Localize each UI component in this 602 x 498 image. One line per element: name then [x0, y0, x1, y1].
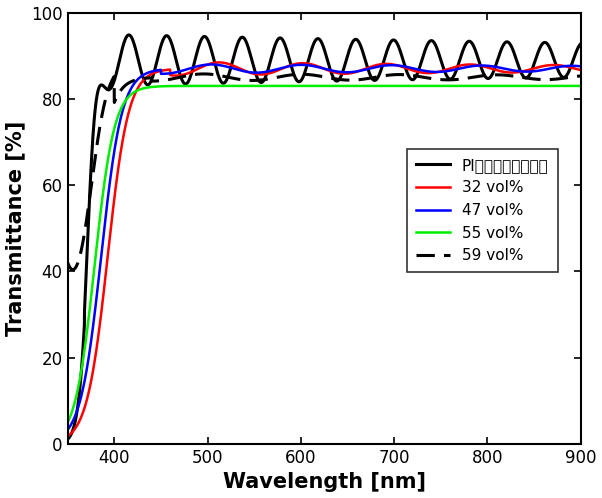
Legend: PI（ポリマー）のみ, 32 vol%, 47 vol%, 55 vol%, 59 vol%: PI（ポリマー）のみ, 32 vol%, 47 vol%, 55 vol%, 5… [407, 148, 557, 272]
PI（ポリマー）のみ [153, 59, 160, 65]
55 vol% [122, 97, 129, 103]
59 vol% [284, 73, 291, 79]
32 vol% [512, 69, 519, 75]
55 vol% [512, 83, 519, 89]
47 vol% [208, 61, 215, 67]
55 vol% [261, 83, 268, 89]
55 vol% [577, 83, 585, 89]
32 vol% [261, 71, 268, 77]
47 vol% [283, 64, 290, 70]
32 vol% [153, 69, 160, 75]
PI（ポリマー）のみ [577, 41, 585, 47]
32 vol% [567, 65, 574, 71]
47 vol% [567, 63, 574, 69]
32 vol% [64, 433, 71, 439]
32 vol% [283, 64, 290, 70]
PI（ポリマー）のみ [64, 436, 71, 442]
Line: 47 vol%: 47 vol% [67, 64, 581, 430]
55 vol% [283, 83, 290, 89]
Line: 55 vol%: 55 vol% [67, 86, 581, 423]
32 vol% [216, 59, 223, 65]
55 vol% [153, 84, 160, 90]
32 vol% [122, 120, 129, 126]
Line: 32 vol%: 32 vol% [67, 62, 581, 436]
59 vol% [153, 78, 160, 84]
47 vol% [577, 63, 585, 69]
32 vol% [577, 67, 585, 73]
55 vol% [567, 83, 574, 89]
59 vol% [69, 266, 76, 272]
PI（ポリマー）のみ [261, 76, 268, 82]
47 vol% [261, 69, 268, 75]
Line: PI（ポリマー）のみ: PI（ポリマー）のみ [67, 35, 581, 439]
Line: 59 vol%: 59 vol% [67, 74, 581, 269]
PI（ポリマー）のみ [512, 54, 519, 60]
55 vol% [452, 83, 459, 89]
55 vol% [64, 420, 71, 426]
59 vol% [123, 82, 130, 88]
PI（ポリマー）のみ [125, 32, 132, 38]
59 vol% [567, 74, 574, 80]
59 vol% [512, 73, 520, 79]
59 vol% [64, 259, 71, 265]
X-axis label: Wavelength [nm]: Wavelength [nm] [223, 473, 426, 493]
59 vol% [261, 77, 268, 83]
59 vol% [577, 73, 585, 79]
PI（ポリマー）のみ [567, 64, 574, 70]
PI（ポリマー）のみ [283, 47, 290, 53]
59 vol% [200, 71, 208, 77]
47 vol% [153, 67, 160, 73]
47 vol% [122, 97, 129, 103]
PI（ポリマー）のみ [122, 34, 129, 40]
47 vol% [512, 68, 519, 74]
Y-axis label: Transmittance [%]: Transmittance [%] [5, 121, 25, 336]
47 vol% [64, 427, 71, 433]
